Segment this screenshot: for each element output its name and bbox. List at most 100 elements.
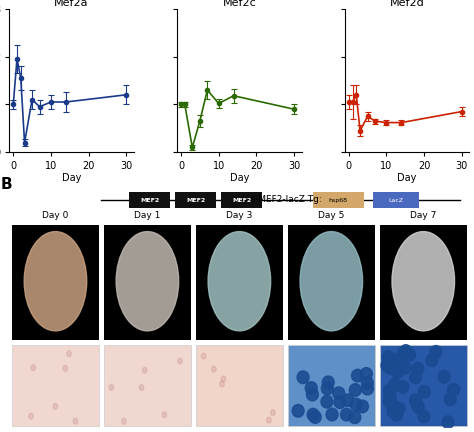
Ellipse shape xyxy=(349,411,361,423)
Ellipse shape xyxy=(266,417,271,423)
Ellipse shape xyxy=(384,389,396,402)
Ellipse shape xyxy=(219,381,224,387)
Ellipse shape xyxy=(322,376,334,389)
Ellipse shape xyxy=(321,382,333,395)
Ellipse shape xyxy=(201,353,206,359)
Ellipse shape xyxy=(383,384,396,397)
Ellipse shape xyxy=(162,412,167,418)
Ellipse shape xyxy=(385,395,397,408)
Ellipse shape xyxy=(139,384,144,391)
Ellipse shape xyxy=(333,387,345,400)
Bar xyxy=(373,192,419,208)
Ellipse shape xyxy=(178,358,182,364)
Ellipse shape xyxy=(306,388,319,401)
Text: Day 3: Day 3 xyxy=(226,212,253,220)
Ellipse shape xyxy=(412,400,424,413)
Text: LacZ: LacZ xyxy=(388,198,403,203)
Ellipse shape xyxy=(109,384,114,391)
Title: Mef2d: Mef2d xyxy=(390,0,425,8)
Ellipse shape xyxy=(211,366,216,372)
Ellipse shape xyxy=(444,393,456,406)
Ellipse shape xyxy=(309,411,321,423)
Bar xyxy=(221,192,262,208)
Bar xyxy=(104,345,191,426)
Ellipse shape xyxy=(388,379,401,391)
Ellipse shape xyxy=(208,232,271,331)
Ellipse shape xyxy=(412,362,424,375)
Ellipse shape xyxy=(399,362,411,374)
Ellipse shape xyxy=(349,384,361,396)
Ellipse shape xyxy=(388,358,400,371)
Title: Mef2c: Mef2c xyxy=(222,0,256,8)
Ellipse shape xyxy=(393,402,405,415)
Ellipse shape xyxy=(430,346,442,358)
Ellipse shape xyxy=(426,354,438,367)
Ellipse shape xyxy=(116,232,179,331)
Ellipse shape xyxy=(419,386,430,398)
Text: MEF2: MEF2 xyxy=(232,198,251,203)
Text: Day 5: Day 5 xyxy=(318,212,345,220)
Ellipse shape xyxy=(392,232,455,331)
Ellipse shape xyxy=(392,366,403,378)
Bar xyxy=(380,345,466,426)
Ellipse shape xyxy=(397,381,409,393)
Text: B: B xyxy=(0,177,12,192)
X-axis label: Day: Day xyxy=(230,173,249,183)
Bar xyxy=(288,345,374,426)
Text: des-MEF2-lacZ Tg:: des-MEF2-lacZ Tg: xyxy=(239,195,322,204)
X-axis label: Day: Day xyxy=(62,173,82,183)
Ellipse shape xyxy=(29,413,33,419)
Bar xyxy=(129,192,170,208)
Ellipse shape xyxy=(361,377,374,389)
Ellipse shape xyxy=(292,404,304,417)
Ellipse shape xyxy=(392,353,403,366)
Ellipse shape xyxy=(403,349,416,361)
Ellipse shape xyxy=(352,369,364,382)
Ellipse shape xyxy=(438,370,450,383)
Text: MEF2: MEF2 xyxy=(140,198,159,203)
Ellipse shape xyxy=(350,398,362,411)
Ellipse shape xyxy=(360,368,372,380)
Ellipse shape xyxy=(31,365,36,371)
Ellipse shape xyxy=(447,384,460,396)
Bar xyxy=(313,192,364,208)
Ellipse shape xyxy=(340,408,353,421)
Text: hsp68: hsp68 xyxy=(329,198,348,203)
Ellipse shape xyxy=(418,410,430,423)
Ellipse shape xyxy=(442,416,454,429)
Ellipse shape xyxy=(342,394,354,407)
Ellipse shape xyxy=(326,408,338,421)
Ellipse shape xyxy=(382,351,394,363)
X-axis label: Day: Day xyxy=(397,173,417,183)
Bar xyxy=(196,225,283,340)
Ellipse shape xyxy=(24,232,87,331)
Ellipse shape xyxy=(381,359,393,372)
Ellipse shape xyxy=(300,232,363,331)
Ellipse shape xyxy=(362,382,374,395)
Bar xyxy=(196,345,283,426)
Bar xyxy=(12,225,99,340)
Ellipse shape xyxy=(305,382,317,394)
Ellipse shape xyxy=(73,418,78,424)
Ellipse shape xyxy=(53,403,58,410)
Text: Day 7: Day 7 xyxy=(410,212,437,220)
Ellipse shape xyxy=(391,409,403,421)
Text: MEF2: MEF2 xyxy=(186,198,205,203)
Ellipse shape xyxy=(321,395,333,408)
Ellipse shape xyxy=(387,406,399,418)
Ellipse shape xyxy=(385,362,397,374)
Ellipse shape xyxy=(142,367,147,373)
Ellipse shape xyxy=(334,396,346,409)
Bar xyxy=(380,225,466,340)
Ellipse shape xyxy=(385,398,397,410)
Ellipse shape xyxy=(400,345,412,357)
Ellipse shape xyxy=(122,418,126,424)
Ellipse shape xyxy=(307,408,319,421)
Bar xyxy=(12,345,99,426)
Ellipse shape xyxy=(383,395,395,407)
Bar xyxy=(288,225,374,340)
Ellipse shape xyxy=(63,365,68,372)
Ellipse shape xyxy=(398,346,410,359)
Ellipse shape xyxy=(221,376,226,382)
Bar xyxy=(104,225,191,340)
